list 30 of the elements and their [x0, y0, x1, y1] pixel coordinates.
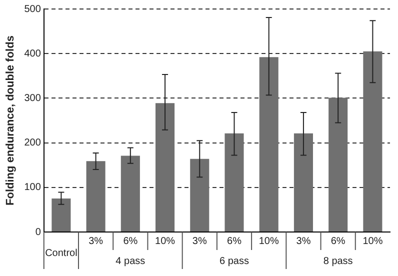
bar — [363, 51, 382, 232]
y-tick-label: 100 — [24, 182, 42, 194]
y-tick-label: 0 — [35, 226, 42, 238]
x-tick-label: 3% — [296, 236, 311, 247]
y-tick-label: 400 — [24, 48, 42, 60]
y-tick-label: 500 — [24, 4, 42, 15]
x-tick-label: 10% — [258, 236, 279, 247]
x-tick-label: 6% — [227, 236, 242, 247]
text: 6 pass — [220, 256, 249, 267]
x-tick-label: 3% — [88, 236, 104, 247]
bar — [259, 57, 278, 232]
y-tick-label: 200 — [24, 138, 42, 149]
bar — [120, 156, 140, 232]
x-tick-label: 10% — [155, 236, 176, 247]
y-tick-label: 300 — [24, 92, 42, 104]
x-tick-label: Control — [45, 248, 78, 259]
bar — [190, 158, 210, 232]
bar — [156, 103, 175, 232]
bar — [52, 198, 71, 232]
x-tick-label: 10% — [362, 236, 383, 247]
bar — [224, 133, 244, 232]
text: 8 pass — [323, 256, 353, 267]
bar — [86, 161, 106, 232]
x-tick-label: 6% — [123, 236, 138, 247]
y-axis-title: Folding endurance, double folds — [4, 36, 17, 206]
x-tick-label: 6% — [330, 236, 346, 247]
bar — [328, 98, 348, 232]
text: 4 pass — [116, 256, 146, 267]
bar — [294, 133, 313, 232]
x-tick-label: 3% — [192, 236, 207, 247]
